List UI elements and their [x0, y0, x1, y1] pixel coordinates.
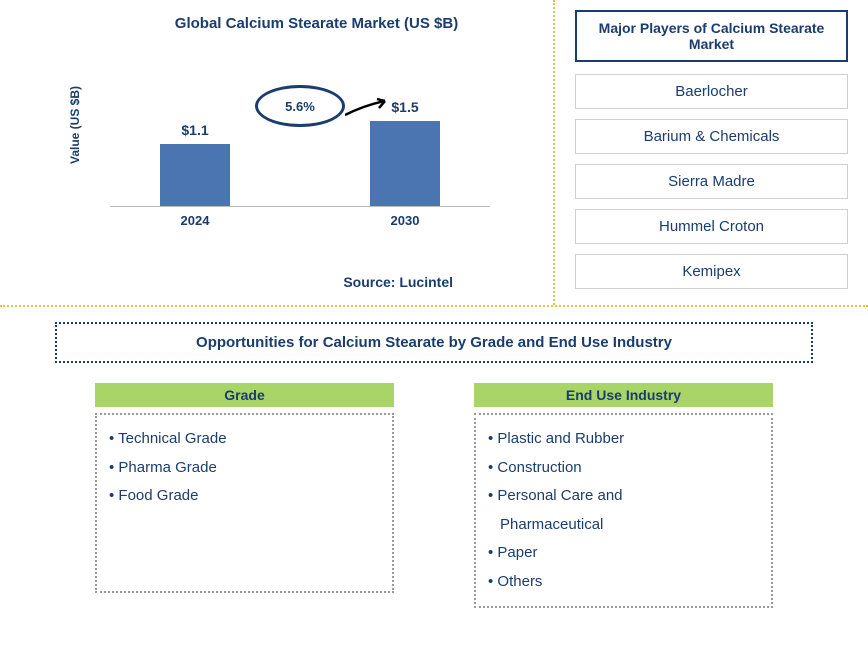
- list-item: Others: [488, 568, 759, 597]
- opportunities-section: Opportunities for Calcium Stearate by Gr…: [0, 307, 868, 623]
- players-panel: Major Players of Calcium Stearate Market…: [555, 0, 868, 305]
- list-item: Paper: [488, 539, 759, 568]
- player-item: Hummel Croton: [575, 209, 848, 244]
- x-label: 2024: [160, 213, 230, 228]
- list-item: Plastic and Rubber: [488, 425, 759, 454]
- player-item: Barium & Chemicals: [575, 119, 848, 154]
- chart-area: Global Calcium Stearate Market (US $B) V…: [0, 0, 555, 305]
- grade-column: Grade Technical Grade Pharma Grade Food …: [95, 383, 394, 608]
- columns: Grade Technical Grade Pharma Grade Food …: [55, 383, 813, 608]
- players-title: Major Players of Calcium Stearate Market: [575, 10, 848, 62]
- list-item: Food Grade: [109, 482, 380, 511]
- list-item: Construction: [488, 454, 759, 483]
- bar-2024: $1.1 2024: [160, 144, 230, 206]
- grade-body: Technical Grade Pharma Grade Food Grade: [95, 413, 394, 593]
- player-item: Sierra Madre: [575, 164, 848, 199]
- grade-header: Grade: [95, 383, 394, 407]
- source-text: Source: Lucintel: [343, 274, 453, 290]
- y-axis-label: Value (US $B): [68, 86, 82, 164]
- player-item: Kemipex: [575, 254, 848, 289]
- enduse-column: End Use Industry Plastic and Rubber Cons…: [474, 383, 773, 608]
- bars-area: $1.1 2024 $1.5 2030 5.6%: [110, 77, 490, 207]
- arrow-icon: [345, 97, 395, 122]
- list-item: Technical Grade: [109, 425, 380, 454]
- opportunities-title: Opportunities for Calcium Stearate by Gr…: [55, 322, 813, 363]
- bar-chart: Value (US $B) $1.1 2024 $1.5 2030 5.6%: [110, 77, 523, 257]
- top-section: Global Calcium Stearate Market (US $B) V…: [0, 0, 868, 305]
- enduse-body: Plastic and Rubber Construction Personal…: [474, 413, 773, 608]
- enduse-header: End Use Industry: [474, 383, 773, 407]
- x-label: 2030: [370, 213, 440, 228]
- list-item: Pharma Grade: [109, 454, 380, 483]
- bar-2030: $1.5 2030: [370, 121, 440, 206]
- player-item: Baerlocher: [575, 74, 848, 109]
- list-item-cont: Pharmaceutical: [488, 511, 759, 540]
- bar-label: $1.1: [160, 122, 230, 138]
- growth-rate-oval: 5.6%: [255, 85, 345, 127]
- list-item: Personal Care and: [488, 482, 759, 511]
- chart-title: Global Calcium Stearate Market (US $B): [110, 15, 523, 32]
